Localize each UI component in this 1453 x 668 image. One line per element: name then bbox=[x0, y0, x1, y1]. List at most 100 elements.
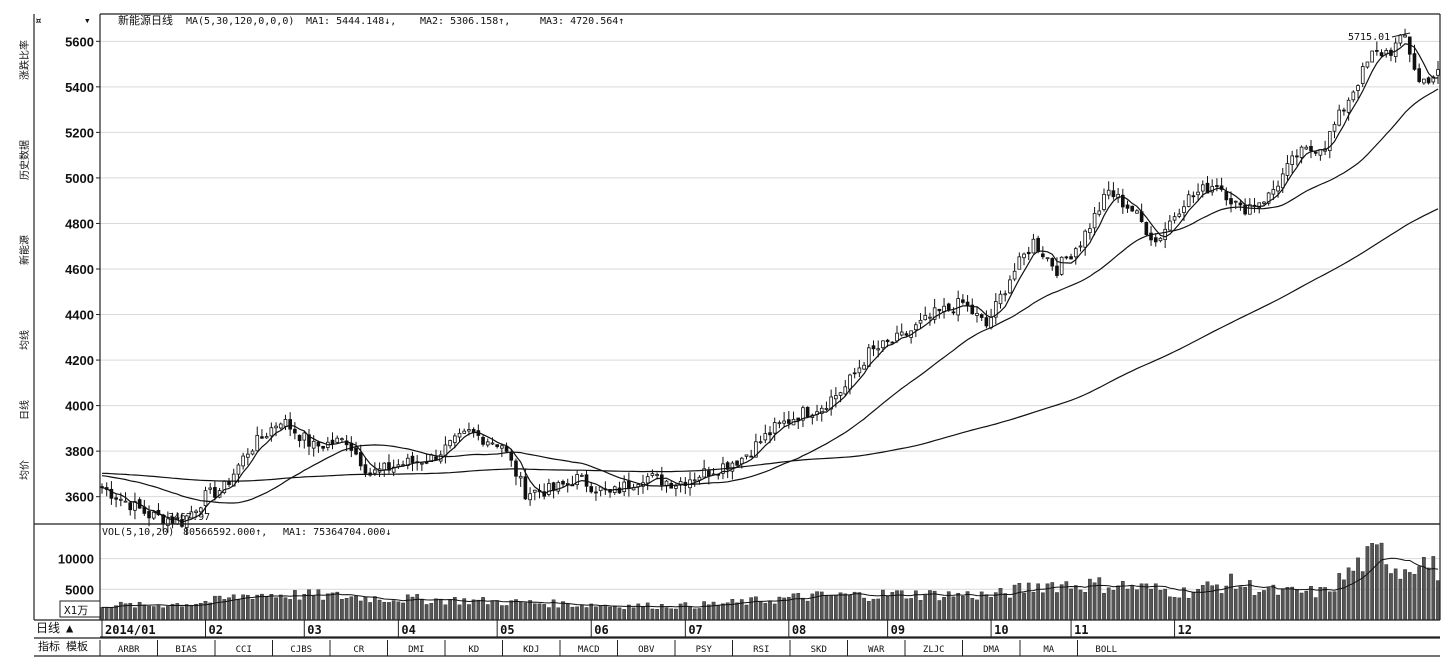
candle-body bbox=[1069, 256, 1073, 260]
pin-icon[interactable]: ▾ bbox=[84, 14, 91, 27]
indicator-button-zljc[interactable]: ZLJC bbox=[923, 645, 945, 655]
volume-bar bbox=[1313, 597, 1318, 621]
date-tick-label: 12 bbox=[1178, 623, 1192, 637]
candle-body bbox=[274, 425, 278, 429]
indicator-button-ma[interactable]: MA bbox=[1043, 645, 1054, 655]
volume-bar bbox=[1290, 586, 1295, 621]
indicator-button-dma[interactable]: DMA bbox=[983, 645, 1000, 655]
candle-body bbox=[1422, 78, 1426, 84]
candle-body bbox=[866, 347, 871, 367]
candle-body bbox=[819, 407, 824, 414]
candle-body bbox=[702, 468, 706, 478]
candle-body bbox=[147, 511, 151, 519]
volume-bar bbox=[156, 605, 161, 621]
candle-body bbox=[1257, 202, 1262, 208]
indicator-button-bias[interactable]: BIAS bbox=[175, 645, 197, 655]
volume-bar bbox=[655, 608, 659, 621]
price-axis: 3600 3800 4000 4200 4400 4600 4800 5000 5200 5400… bbox=[65, 34, 100, 505]
volume-bar bbox=[1219, 593, 1224, 621]
indicator-button-cr[interactable]: CR bbox=[353, 645, 364, 655]
volume-bar bbox=[730, 599, 735, 621]
volume-bar bbox=[1191, 592, 1196, 621]
volume-bar bbox=[749, 597, 754, 621]
candle-body bbox=[1379, 52, 1384, 57]
indicator-button-skd[interactable]: SKD bbox=[811, 645, 827, 655]
indicator-button-cjbs[interactable]: CJBS bbox=[290, 645, 312, 655]
period-arrow-icon[interactable]: ▲ bbox=[66, 621, 74, 635]
candle-body bbox=[744, 454, 749, 457]
volume-bar bbox=[1403, 569, 1407, 621]
candle-body bbox=[707, 470, 711, 477]
candle-body bbox=[363, 464, 368, 474]
candle-body bbox=[674, 485, 678, 489]
volume-bar bbox=[1172, 597, 1177, 621]
candle-body bbox=[208, 487, 213, 490]
volume-bar bbox=[382, 601, 387, 621]
candle-body bbox=[881, 340, 885, 349]
volume-bar bbox=[349, 596, 354, 621]
candle-body bbox=[1163, 228, 1167, 240]
candle-body bbox=[1036, 237, 1040, 253]
candle-body bbox=[297, 434, 302, 442]
indicator-button-war[interactable]: WAR bbox=[868, 645, 885, 655]
candle-body bbox=[993, 301, 998, 318]
volume-bar bbox=[923, 594, 928, 621]
indicator-button-kd[interactable]: KD bbox=[468, 645, 479, 655]
indicator-button-boll[interactable]: BOLL bbox=[1095, 645, 1117, 655]
indicator-button-rsi[interactable]: RSI bbox=[753, 645, 769, 655]
candle-body bbox=[1290, 155, 1294, 165]
indicator-button-cci[interactable]: CCI bbox=[236, 645, 252, 655]
volume-bar bbox=[189, 604, 194, 621]
volume-bar bbox=[612, 605, 617, 621]
indicator-button-arbr[interactable]: ARBR bbox=[118, 645, 140, 655]
toolbar-label-a[interactable]: 指标 bbox=[38, 639, 60, 653]
candle-body bbox=[170, 516, 175, 524]
candle-body bbox=[923, 314, 928, 321]
candle-body bbox=[391, 466, 396, 473]
candle-body bbox=[1121, 194, 1125, 208]
indicator-button-obv[interactable]: OBV bbox=[638, 645, 655, 655]
candle-body bbox=[1026, 251, 1031, 255]
candle-body bbox=[227, 481, 231, 485]
volume-bar bbox=[1205, 581, 1210, 621]
candle-body bbox=[457, 432, 462, 438]
volume-bar bbox=[283, 597, 288, 621]
candle-body bbox=[655, 474, 659, 476]
candle-body bbox=[1332, 123, 1337, 132]
candle-body bbox=[518, 475, 523, 479]
indicator-button-dmi[interactable]: DMI bbox=[408, 645, 424, 655]
indicator-button-macd[interactable]: MACD bbox=[578, 645, 600, 655]
volume-bar bbox=[297, 599, 302, 621]
volume-bar bbox=[100, 607, 104, 621]
candle-body bbox=[1243, 204, 1247, 215]
high-annotation: 5715.01 bbox=[1348, 32, 1390, 43]
volume-bar bbox=[697, 608, 702, 621]
volume-bar bbox=[377, 599, 382, 621]
volume-bar bbox=[1295, 589, 1299, 621]
volume-bar bbox=[274, 597, 278, 621]
volume-bar bbox=[1304, 590, 1309, 621]
candle-body bbox=[895, 332, 899, 342]
candle-body bbox=[1276, 185, 1280, 192]
candle-body bbox=[189, 511, 194, 519]
period-label[interactable]: 日线 bbox=[36, 621, 60, 635]
price-tick-label: 5200 bbox=[65, 125, 94, 140]
volume-bar bbox=[989, 597, 993, 621]
candle-body bbox=[1083, 230, 1087, 248]
volume-bar bbox=[1365, 546, 1370, 621]
volume-tick-label: 10000 bbox=[58, 552, 94, 567]
volume-bar bbox=[1073, 585, 1078, 621]
volume-bar bbox=[104, 607, 109, 621]
volume-params: VOL(5,10,20) bbox=[102, 527, 174, 538]
indicator-button-psy[interactable]: PSY bbox=[696, 645, 713, 655]
toolbar-label-b[interactable]: 模板 bbox=[66, 639, 88, 653]
corner-glyph: ¤ bbox=[35, 14, 42, 27]
candle-body bbox=[311, 440, 316, 449]
volume-bar bbox=[142, 604, 147, 621]
candle-body bbox=[128, 502, 133, 511]
volume-bar bbox=[401, 602, 405, 621]
volume-bar bbox=[1247, 580, 1252, 621]
volume-bar bbox=[109, 607, 114, 621]
indicator-button-kdj[interactable]: KDJ bbox=[523, 645, 539, 655]
date-tick-label: 09 bbox=[891, 623, 905, 637]
